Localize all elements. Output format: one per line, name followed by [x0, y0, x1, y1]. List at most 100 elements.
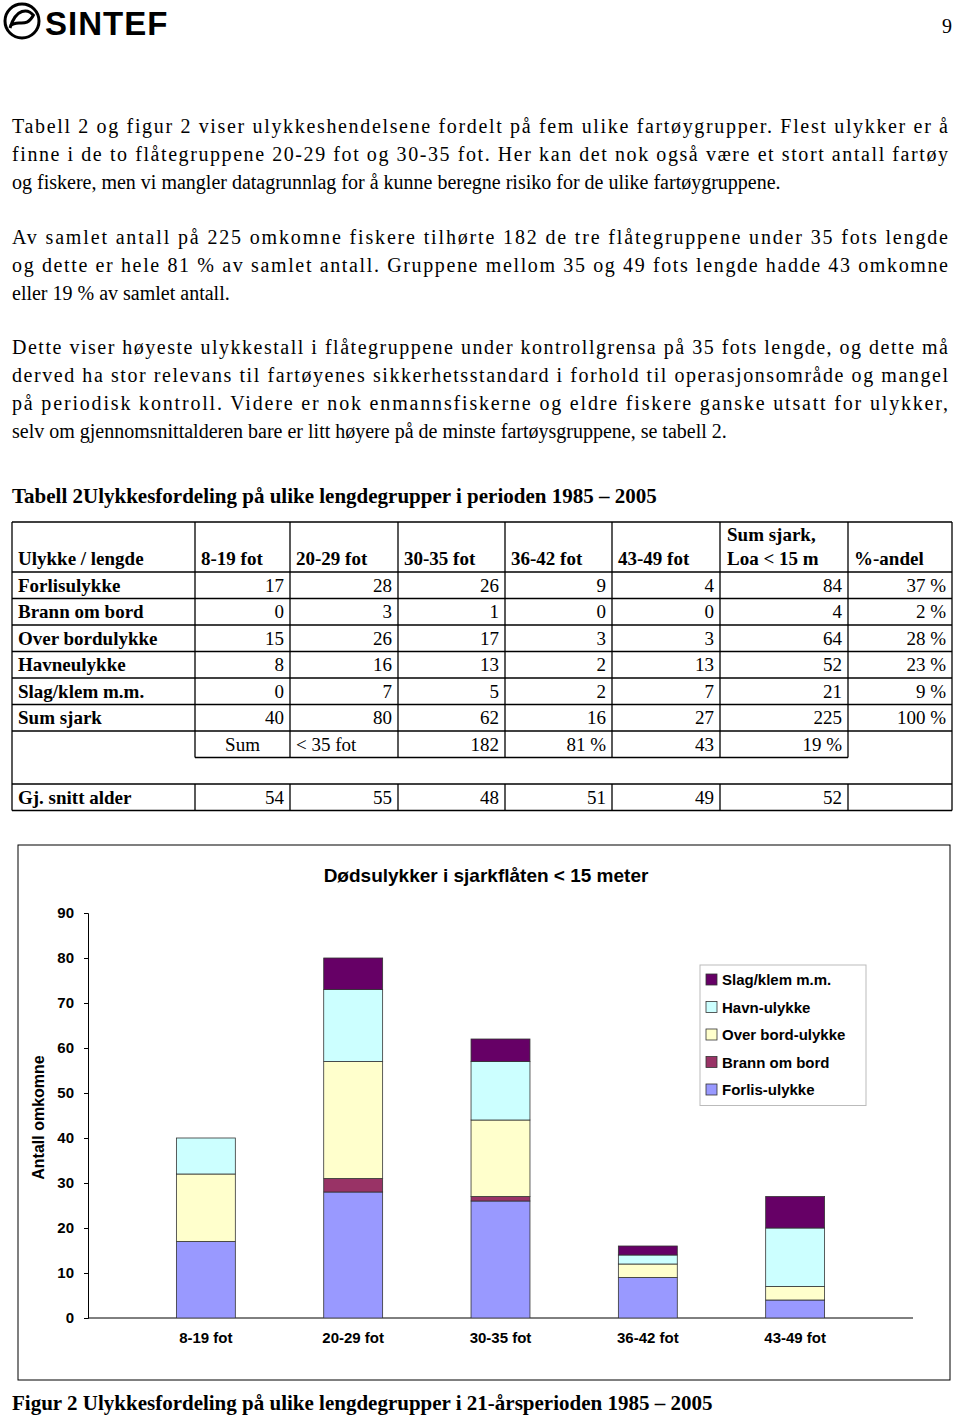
paragraph-line: Av samlet antall på 225 omkomne fiskere …: [12, 226, 948, 249]
legend-label: Brann om bord: [722, 1054, 830, 1071]
series: [176, 1192, 824, 1318]
bar-segment: [618, 1264, 677, 1278]
table-border: [11, 522, 12, 811]
paragraph-line: og fiskere, men vi mangler datagrunnlag …: [12, 171, 781, 194]
page: SINTEF9 Tabell 2 og figur 2 viser ulykkes…: [0, 0, 960, 1417]
chart: Dødsulykker i sjarkflåten < 15 meterAnta…: [18, 845, 950, 1380]
tick: 70: [57, 994, 88, 1011]
table-border: [12, 677, 952, 678]
table-border: [719, 522, 720, 731]
table-cell: 54: [265, 787, 285, 808]
tick-label: 8-19 fot: [179, 1329, 232, 1346]
table-border: [194, 731, 195, 758]
bars: [176, 958, 824, 1318]
table-border: [847, 731, 848, 758]
page-number: 9: [942, 15, 952, 37]
legend-swatch: [706, 1057, 717, 1068]
bar-segment: [618, 1278, 677, 1319]
tick-label: 10: [57, 1264, 74, 1281]
table-cell: 16: [587, 707, 606, 728]
table-cell: 17: [480, 628, 499, 649]
table-header: 30-35 fot: [404, 548, 476, 569]
bar-segment: [471, 1197, 530, 1202]
tick-label: 70: [57, 994, 74, 1011]
axis-line: [84, 914, 89, 1319]
tick: 60: [57, 1039, 88, 1056]
bar-segment: [176, 1174, 235, 1242]
table-cell: 182: [471, 734, 500, 755]
table: Tabell 2Ulykkesfordeling på ulike lengde…: [12, 484, 952, 811]
bar-segment: [471, 1120, 530, 1197]
table-cell: 2: [597, 654, 607, 675]
bar-segment: [618, 1255, 677, 1264]
bar-segment: [766, 1300, 825, 1318]
table-header: %-andel: [854, 548, 924, 569]
legend-swatch: [706, 974, 717, 985]
table-cell: 4: [833, 601, 843, 622]
table-border: [719, 731, 720, 758]
table-border: [397, 522, 398, 731]
header: SINTEF9: [5, 4, 952, 42]
table-cell: 84: [823, 575, 843, 596]
axis-title: Antall omkomne: [30, 1055, 47, 1180]
table-cell: 55: [373, 787, 392, 808]
table-cell: 43: [695, 734, 714, 755]
table-cell: 9 %: [916, 681, 946, 702]
table-cell: 19 %: [802, 734, 842, 755]
row-label: Forlisulykke: [18, 575, 120, 596]
tick-label: 50: [57, 1084, 74, 1101]
table-border: [12, 810, 952, 811]
table-cell: 13: [480, 654, 499, 675]
tick: 90: [57, 904, 88, 921]
tick-label: 20-29 fot: [322, 1329, 384, 1346]
sum-label: Sum: [225, 734, 260, 755]
legend: Slag/klem m.m.Havn-ulykkeOver bord-ulykk…: [700, 965, 866, 1106]
table-border: [289, 522, 290, 731]
table-border: [194, 522, 195, 731]
table-cell: 2: [597, 681, 607, 702]
table-border: [611, 784, 612, 811]
legend-swatch: [706, 1029, 717, 1040]
logo-icon: [10, 11, 34, 28]
paragraph-line: og dette er hele 81 % av samlet antall. …: [12, 254, 948, 277]
paragraph-line: Dette viser høyeste ulykkestall i flåteg…: [12, 336, 948, 359]
figure-caption: Figur 2 Ulykkesfordeling på ulike lengde…: [12, 1391, 712, 1415]
tick-label: 60: [57, 1039, 74, 1056]
tick-label: 0: [66, 1309, 74, 1326]
bar-segment: [471, 1201, 530, 1318]
table-cell: 48: [480, 787, 499, 808]
table-cell: 28 %: [906, 628, 946, 649]
tick: 8-19 fot: [179, 1329, 232, 1346]
table-cell: 225: [814, 707, 843, 728]
table-cell: 4: [705, 575, 715, 596]
tick-label: 40: [57, 1129, 74, 1146]
bar-segment: [324, 1179, 383, 1193]
paragraph-line: Tabell 2 og figur 2 viser ulykkeshendels…: [12, 115, 948, 138]
tick-label: 36-42 fot: [617, 1329, 679, 1346]
tick-mark: [84, 1273, 88, 1274]
table-cell: 27: [695, 707, 714, 728]
bar-segment: [324, 958, 383, 990]
tick: 80: [57, 949, 88, 966]
table-cell: 26: [480, 575, 499, 596]
table-border: [289, 784, 290, 811]
y-axis: 0102030405060708090: [57, 904, 88, 1326]
table-cell: 17: [265, 575, 284, 596]
table-header: Sum sjark,: [727, 524, 816, 545]
table-cell: 13: [695, 654, 714, 675]
table-border: [289, 731, 290, 758]
paragraph-line: eller 19 % av samlet antall.: [12, 282, 230, 304]
bar-segment: [176, 1138, 235, 1139]
table-cell: 0: [597, 601, 607, 622]
paragraph-line: på periodisk kontroll. Videre er nok enm…: [12, 392, 948, 415]
legend-box: [700, 965, 866, 1106]
table-border: [194, 784, 195, 811]
tick-mark: [84, 958, 88, 959]
tick-label: 30-35 fot: [470, 1329, 532, 1346]
bar-segment: [471, 1062, 530, 1121]
row-label: Havneulykke: [18, 654, 126, 675]
table-cell: 40: [265, 707, 284, 728]
row-label: Over bordulykke: [18, 628, 158, 649]
table-border: [504, 731, 505, 758]
table-header: 43-49 fot: [618, 548, 690, 569]
